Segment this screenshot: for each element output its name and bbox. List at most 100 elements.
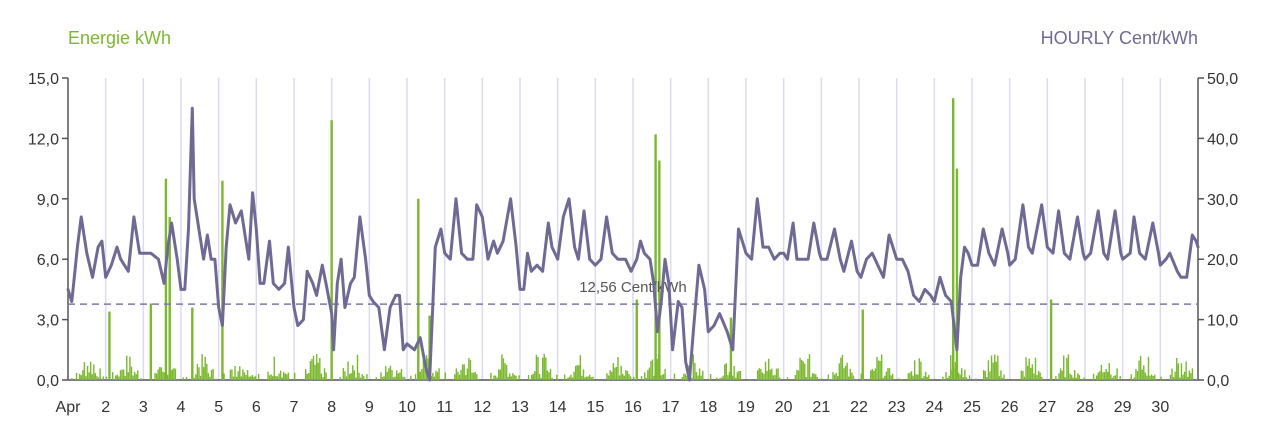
energy-bar bbox=[551, 377, 553, 380]
energy-bar bbox=[286, 374, 288, 380]
energy-bar bbox=[763, 373, 765, 380]
energy-bar bbox=[738, 370, 740, 380]
x-tick-label: 27 bbox=[1038, 399, 1056, 416]
energy-bar bbox=[775, 368, 778, 380]
energy-bar bbox=[538, 373, 541, 380]
energy-bar bbox=[191, 307, 194, 380]
energy-bar bbox=[496, 377, 498, 380]
energy-bar bbox=[810, 376, 812, 380]
energy-bar bbox=[700, 375, 702, 380]
energy-bar bbox=[802, 361, 804, 380]
energy-bar bbox=[995, 361, 997, 380]
energy-bar bbox=[71, 378, 73, 380]
energy-bar bbox=[1003, 374, 1005, 380]
energy-bar bbox=[841, 354, 844, 380]
energy-bar bbox=[530, 374, 533, 380]
energy-bar bbox=[391, 369, 393, 380]
energy-bar bbox=[314, 364, 316, 380]
energy-bar bbox=[727, 375, 729, 380]
energy-bar bbox=[622, 373, 624, 380]
energy-bar bbox=[920, 361, 922, 380]
energy-bar bbox=[1136, 371, 1139, 380]
energy-bar bbox=[505, 364, 508, 380]
energy-bar bbox=[913, 360, 916, 380]
energy-bar bbox=[982, 369, 985, 380]
energy-bar bbox=[174, 368, 177, 380]
energy-bar bbox=[846, 362, 848, 380]
energy-bar bbox=[912, 375, 914, 380]
energy-bar bbox=[257, 373, 260, 380]
energy-bar bbox=[640, 375, 643, 380]
energy-bar bbox=[623, 375, 625, 380]
energy-bar bbox=[155, 373, 158, 380]
energy-bar bbox=[304, 369, 307, 380]
energy-bar bbox=[410, 375, 412, 380]
energy-bar bbox=[243, 372, 246, 380]
energy-bar bbox=[477, 378, 480, 380]
energy-bar bbox=[309, 361, 312, 380]
energy-bar bbox=[769, 369, 771, 380]
x-tick-label: 24 bbox=[925, 399, 943, 416]
energy-bar bbox=[556, 374, 558, 380]
energy-bar bbox=[1058, 373, 1060, 380]
energy-bar bbox=[764, 361, 767, 380]
energy-bar bbox=[615, 366, 618, 380]
energy-bar bbox=[414, 374, 417, 380]
x-tick-label: 6 bbox=[252, 399, 261, 416]
energy-bar bbox=[1144, 372, 1147, 380]
energy-bar bbox=[849, 368, 851, 380]
energy-bar bbox=[198, 367, 200, 380]
energy-bar bbox=[424, 368, 426, 380]
energy-bar bbox=[122, 369, 125, 380]
energy-bar bbox=[430, 375, 432, 380]
energy-bar bbox=[1106, 371, 1109, 380]
energy-bar bbox=[940, 379, 943, 380]
energy-bar bbox=[518, 375, 520, 380]
energy-bar bbox=[352, 365, 354, 380]
energy-bar bbox=[1191, 368, 1194, 380]
energy-bar bbox=[201, 354, 203, 380]
energy-bar bbox=[635, 299, 638, 380]
y-left-tick-label: 12,0 bbox=[28, 131, 59, 148]
energy-bar bbox=[250, 376, 252, 380]
energy-bar bbox=[1067, 354, 1070, 380]
energy-bar bbox=[283, 371, 285, 380]
energy-bar bbox=[997, 355, 999, 380]
energy-bar bbox=[645, 377, 647, 380]
energy-bar bbox=[796, 369, 798, 380]
energy-bar bbox=[1183, 371, 1186, 380]
energy-bar bbox=[83, 362, 86, 380]
energy-bar bbox=[907, 373, 910, 380]
energy-bar bbox=[1037, 370, 1040, 380]
energy-bar bbox=[725, 363, 728, 380]
energy-bar bbox=[998, 376, 1001, 380]
energy-bar bbox=[804, 363, 806, 380]
energy-bar bbox=[880, 354, 883, 380]
energy-bar bbox=[664, 368, 666, 380]
energy-bar bbox=[527, 375, 530, 380]
energy-bar bbox=[163, 372, 166, 380]
energy-bar bbox=[88, 372, 90, 380]
energy-bar bbox=[945, 372, 947, 380]
energy-bar bbox=[1133, 377, 1136, 380]
energy-bar bbox=[917, 374, 919, 380]
energy-bar bbox=[345, 376, 348, 380]
energy-bar bbox=[1023, 376, 1026, 380]
energy-bar bbox=[276, 376, 279, 380]
energy-bar bbox=[794, 375, 797, 380]
energy-bar bbox=[651, 359, 654, 380]
energy-bar bbox=[1154, 374, 1156, 380]
energy-bar bbox=[567, 378, 569, 380]
energy-bar bbox=[1092, 373, 1095, 380]
energy-bar bbox=[1172, 377, 1175, 380]
energy-bar bbox=[121, 369, 123, 380]
energy-bar bbox=[606, 373, 608, 380]
energy-bar bbox=[829, 379, 831, 380]
x-tick-label: 9 bbox=[365, 399, 374, 416]
energy-bar bbox=[698, 368, 701, 380]
energy-bar bbox=[1135, 369, 1137, 380]
energy-bar bbox=[1028, 358, 1030, 380]
energy-bar bbox=[363, 376, 365, 380]
energy-bar bbox=[923, 375, 925, 380]
energy-bar bbox=[910, 371, 913, 380]
